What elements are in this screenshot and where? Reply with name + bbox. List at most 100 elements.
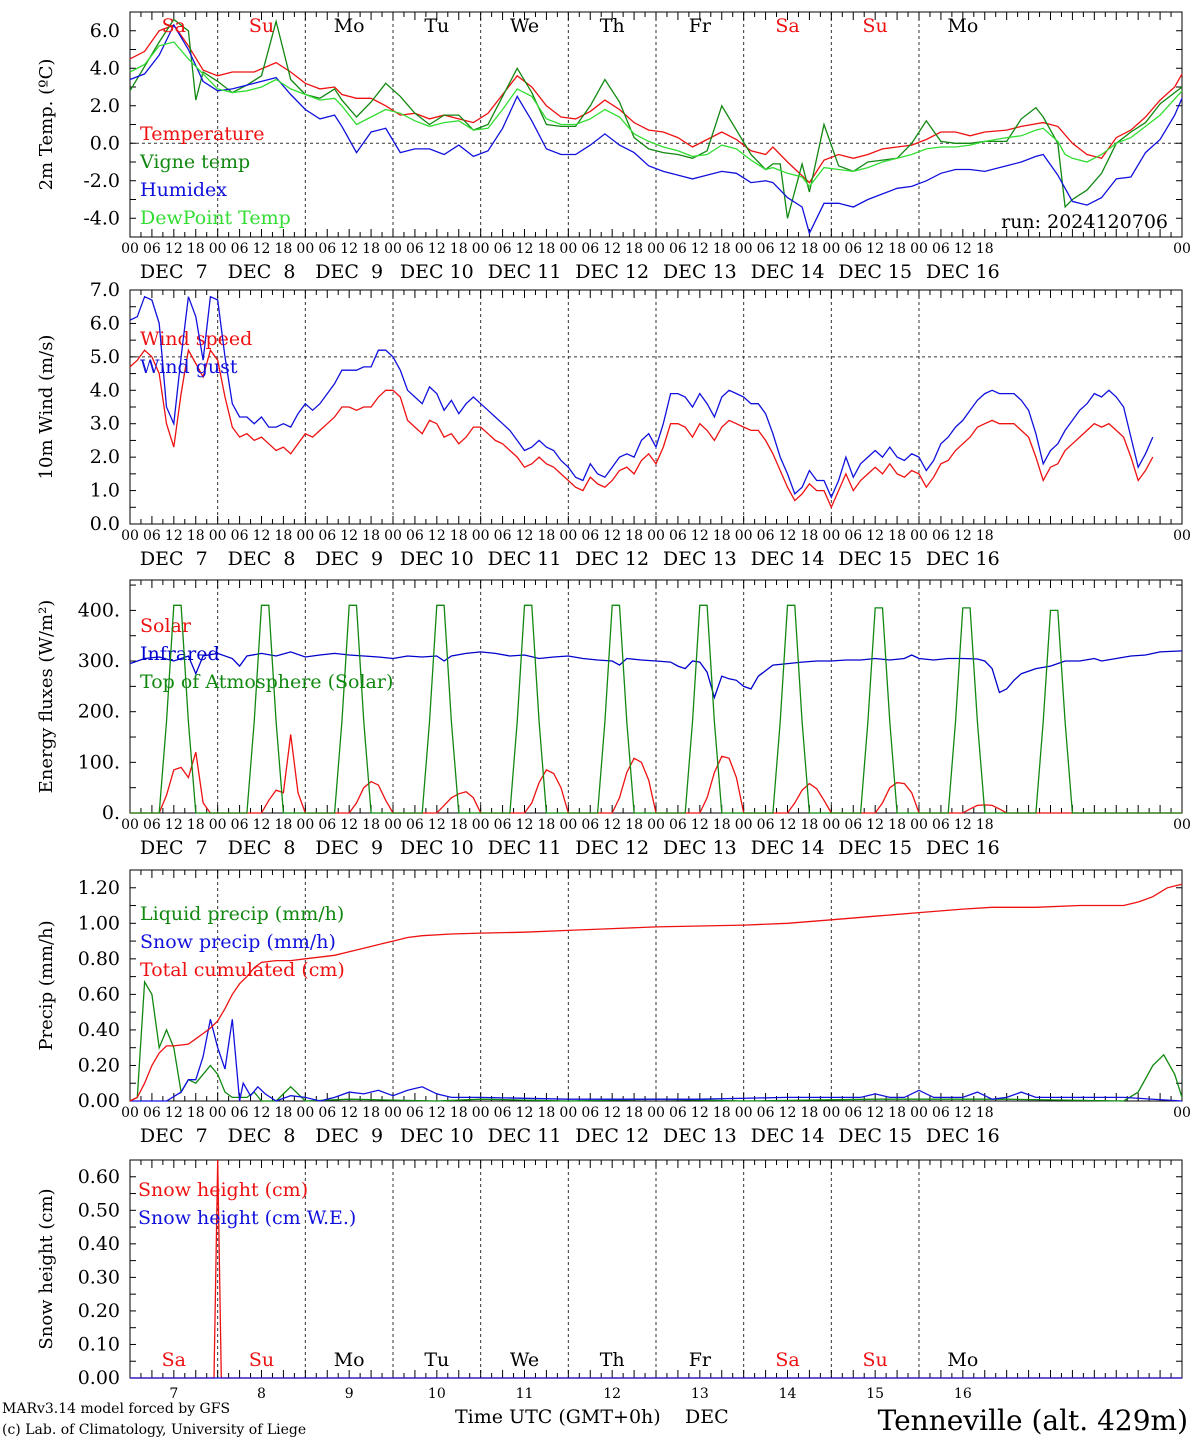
legend-entry: Snow precip (mm/h) (140, 931, 336, 953)
y-tick-label: 1.20 (78, 877, 120, 899)
hour-label: 18 (450, 1105, 468, 1121)
legend-entry: Solar (140, 615, 192, 637)
day-number-label: 15 (866, 1386, 884, 1402)
date-label: DEC 10 (400, 1125, 474, 1147)
date-label: DEC 14 (751, 837, 825, 859)
hour-label: 06 (757, 1105, 775, 1121)
hour-label: 06 (318, 241, 336, 257)
y-tick-label: 4.0 (90, 379, 120, 401)
hour-label: 06 (669, 817, 687, 833)
panels: -4.0 -2.0 0.0 2.0 4.0 6.0 2m Temp. (ºC) Tempera… (36, 11, 1191, 1402)
credit-line-1: MARv3.14 model forced by GFS (2, 1401, 230, 1417)
y-tick-label: 0.0 (90, 132, 120, 154)
weekday-label: Tu (424, 1349, 449, 1371)
hour-label: 06 (494, 528, 512, 544)
date-label: DEC 9 (315, 548, 383, 570)
hour-label: 00 (910, 817, 928, 833)
y-tick-label: 0.50 (78, 1199, 120, 1221)
y-tick-label: 5.0 (90, 346, 120, 368)
hour-label: 00 (121, 528, 139, 544)
hour-label: 06 (143, 817, 161, 833)
hour-label: 12 (253, 528, 271, 544)
hour-label: 12 (165, 241, 183, 257)
weekday-label: We (510, 1349, 539, 1371)
y-axis-label: 10m Wind (m/s) (36, 335, 57, 480)
station-name: Tenneville (alt. 429m) (878, 1404, 1188, 1437)
hour-label: 12 (691, 528, 709, 544)
date-label: DEC 16 (926, 837, 1000, 859)
hour-label: 00 (472, 241, 490, 257)
y-tick-label: 3.0 (90, 413, 120, 435)
hour-label: 12 (691, 1105, 709, 1121)
day-number-label: 12 (603, 1386, 621, 1402)
weekday-label: Su (863, 1349, 888, 1371)
weekday-label: We (510, 15, 539, 37)
hour-label: 00 (910, 528, 928, 544)
hour-label: 00 (472, 817, 490, 833)
plot-frame (129, 11, 1183, 238)
weekday-label: Sa (775, 1349, 799, 1371)
date-label: DEC 14 (751, 548, 825, 570)
hour-label: 12 (253, 1105, 271, 1121)
hour-label: 06 (143, 528, 161, 544)
date-label: DEC 10 (400, 837, 474, 859)
y-tick-label: 7.0 (90, 279, 120, 301)
y-tick-label: 2.0 (90, 446, 120, 468)
date-label: DEC 14 (751, 1125, 825, 1147)
hour-label: 18 (362, 241, 380, 257)
date-label: DEC 12 (575, 261, 649, 283)
hour-label: 12 (253, 817, 271, 833)
hour-label: 12 (954, 1105, 972, 1121)
hour-label: 18 (625, 241, 643, 257)
hour-label: 00 (559, 241, 577, 257)
legend-entry: Snow height (cm W.E.) (138, 1207, 356, 1229)
x-axis-month: DEC (685, 1406, 729, 1428)
hour-label: 12 (516, 1105, 534, 1121)
hour-label: 00 (910, 1105, 928, 1121)
hour-label: 00 (296, 817, 314, 833)
y-tick-label: 200. (78, 701, 120, 723)
y-axis-label: Energy fluxes (W/m²) (36, 600, 57, 794)
hour-label: 00 (559, 817, 577, 833)
hour-label: 12 (603, 1105, 621, 1121)
y-tick-label: 0.80 (78, 948, 120, 970)
hour-label: 06 (669, 528, 687, 544)
series-line-liquid-precip-mm-h- (129, 979, 1183, 1102)
series-line-wind-speed (129, 348, 1154, 509)
hour-label: 18 (362, 1105, 380, 1121)
hour-label: 12 (866, 528, 884, 544)
hour-label: 18 (275, 528, 293, 544)
hour-label: 00 (822, 528, 840, 544)
hour-label: 18 (538, 528, 556, 544)
weekday-label: Sa (162, 1349, 186, 1371)
weekday-label: Sa (775, 15, 799, 37)
panel-1: -4.0 -2.0 0.0 2.0 4.0 6.0 2m Temp. (ºC) Tempera… (36, 11, 1191, 283)
hour-label: 00 (384, 528, 402, 544)
hour-label: 06 (669, 241, 687, 257)
hour-label: 18 (713, 817, 731, 833)
hour-label: 12 (428, 1105, 446, 1121)
hour-label: 12 (779, 817, 797, 833)
date-label: DEC 7 (140, 1125, 208, 1147)
hour-label: 00 (1173, 241, 1191, 257)
day-number-label: 9 (345, 1386, 354, 1402)
hour-label: 18 (713, 528, 731, 544)
hour-label: 12 (428, 241, 446, 257)
legend-entry: Top of Atmosphere (Solar) (140, 671, 393, 693)
date-label: DEC 11 (488, 837, 562, 859)
hour-label: 18 (275, 1105, 293, 1121)
hour-label: 00 (209, 528, 227, 544)
hour-label: 00 (735, 241, 753, 257)
hour-label: 12 (954, 817, 972, 833)
hour-label: 00 (822, 817, 840, 833)
day-number-label: 14 (779, 1386, 797, 1402)
y-tick-label: 300. (78, 650, 120, 672)
panel-4: 0.00 0.20 0.40 0.60 0.80 1.00 1.20 Precip (mm/h… (36, 869, 1191, 1147)
date-label: DEC 16 (926, 548, 1000, 570)
hour-label: 18 (888, 528, 906, 544)
weekday-label: Mo (334, 15, 365, 37)
date-label: DEC 7 (140, 261, 208, 283)
hour-label: 12 (253, 241, 271, 257)
weekday-label: Tu (424, 15, 449, 37)
hour-label: 00 (296, 528, 314, 544)
